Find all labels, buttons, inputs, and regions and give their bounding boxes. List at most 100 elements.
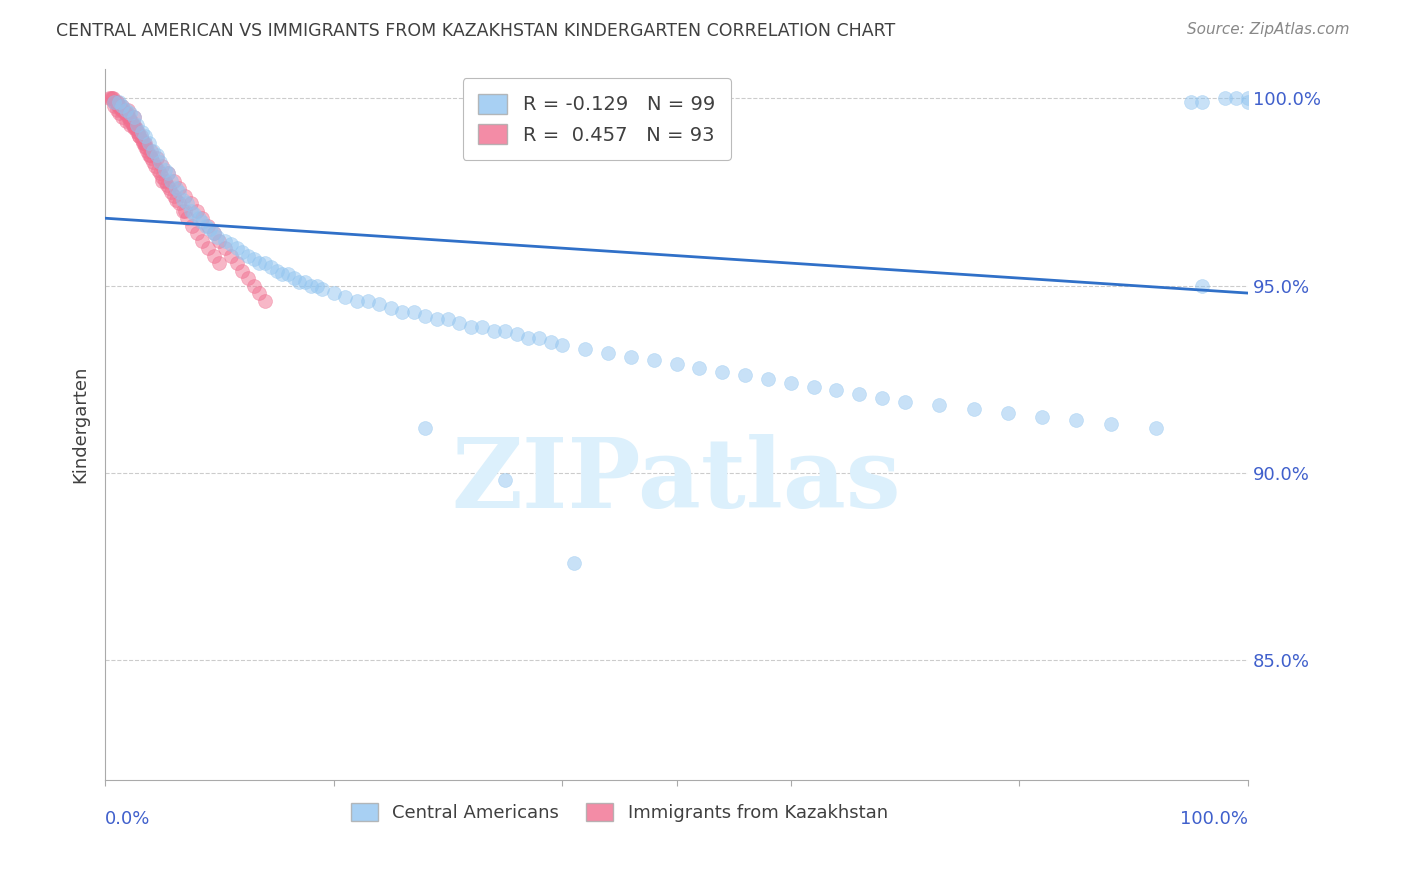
Point (165, 181, 187, 195)
Point (112, 103, 135, 117)
Point (131, 133, 153, 147)
Point (103, 95, 125, 110)
Point (139, 147, 162, 161)
Point (111, 110, 134, 124)
Point (145, 159, 167, 173)
Point (357, 293, 380, 308)
Point (128, 128, 150, 143)
Point (122, 121, 145, 136)
Point (825, 384, 848, 398)
Point (108, 95, 131, 110)
Point (540, 334, 562, 349)
Point (124, 121, 146, 136)
Point (186, 203, 208, 218)
Point (187, 211, 209, 226)
Point (1099, 417, 1122, 431)
Point (194, 219, 217, 233)
Point (136, 144, 159, 158)
Point (107, 99, 129, 113)
Point (1031, 409, 1053, 424)
Point (1191, 278, 1213, 293)
Point (1225, 91, 1247, 105)
Point (482, 324, 505, 338)
Point (208, 234, 231, 248)
Point (108, 106, 131, 120)
Point (174, 188, 197, 202)
Point (494, 324, 516, 338)
Point (181, 219, 204, 233)
Point (1237, 91, 1260, 105)
Point (191, 234, 214, 248)
Point (118, 110, 141, 124)
Point (134, 136, 156, 151)
Point (202, 226, 225, 240)
Point (551, 338, 574, 352)
Point (202, 226, 225, 240)
Point (135, 140, 157, 154)
Point (711, 365, 734, 379)
Point (149, 166, 172, 180)
Point (111, 103, 134, 117)
Point (127, 125, 149, 139)
Point (208, 256, 231, 270)
Point (471, 319, 494, 334)
Point (380, 301, 402, 315)
Point (288, 275, 311, 289)
Point (127, 118, 149, 132)
Text: 0.0%: 0.0% (105, 810, 150, 828)
Point (121, 114, 143, 128)
Point (277, 268, 299, 282)
Point (122, 110, 145, 124)
Point (236, 271, 259, 285)
Point (449, 316, 471, 330)
Point (311, 282, 333, 296)
Point (180, 203, 202, 218)
Point (103, 91, 125, 105)
Point (142, 155, 165, 169)
Point (219, 249, 242, 263)
Point (183, 207, 205, 221)
Point (620, 350, 643, 364)
Point (169, 181, 191, 195)
Point (1066, 413, 1088, 427)
Point (928, 398, 950, 412)
Point (271, 268, 294, 282)
Point (115, 106, 138, 120)
Point (505, 327, 527, 342)
Point (254, 293, 277, 308)
Point (197, 241, 219, 255)
Point (1191, 95, 1213, 110)
Point (1180, 95, 1202, 110)
Point (145, 147, 167, 161)
Point (172, 203, 194, 218)
Text: ZIPatlas: ZIPatlas (451, 434, 901, 528)
Point (346, 293, 368, 308)
Text: Source: ZipAtlas.com: Source: ZipAtlas.com (1187, 22, 1350, 37)
Point (160, 185, 183, 199)
Point (160, 174, 183, 188)
Point (114, 106, 136, 120)
Point (145, 152, 167, 166)
Point (117, 110, 139, 124)
Point (100, 91, 122, 105)
Point (219, 237, 242, 252)
Point (149, 155, 172, 169)
Point (142, 144, 165, 158)
Point (169, 185, 191, 199)
Point (105, 95, 128, 110)
Point (236, 249, 259, 263)
Point (165, 193, 187, 207)
Point (139, 152, 162, 166)
Point (231, 244, 253, 259)
Point (122, 118, 145, 132)
Point (643, 353, 665, 368)
Point (231, 263, 253, 277)
Point (134, 140, 156, 154)
Point (103, 95, 125, 110)
Point (734, 368, 756, 383)
Point (803, 379, 825, 393)
Point (186, 226, 208, 240)
Point (157, 166, 180, 180)
Point (402, 305, 425, 319)
Point (299, 278, 322, 293)
